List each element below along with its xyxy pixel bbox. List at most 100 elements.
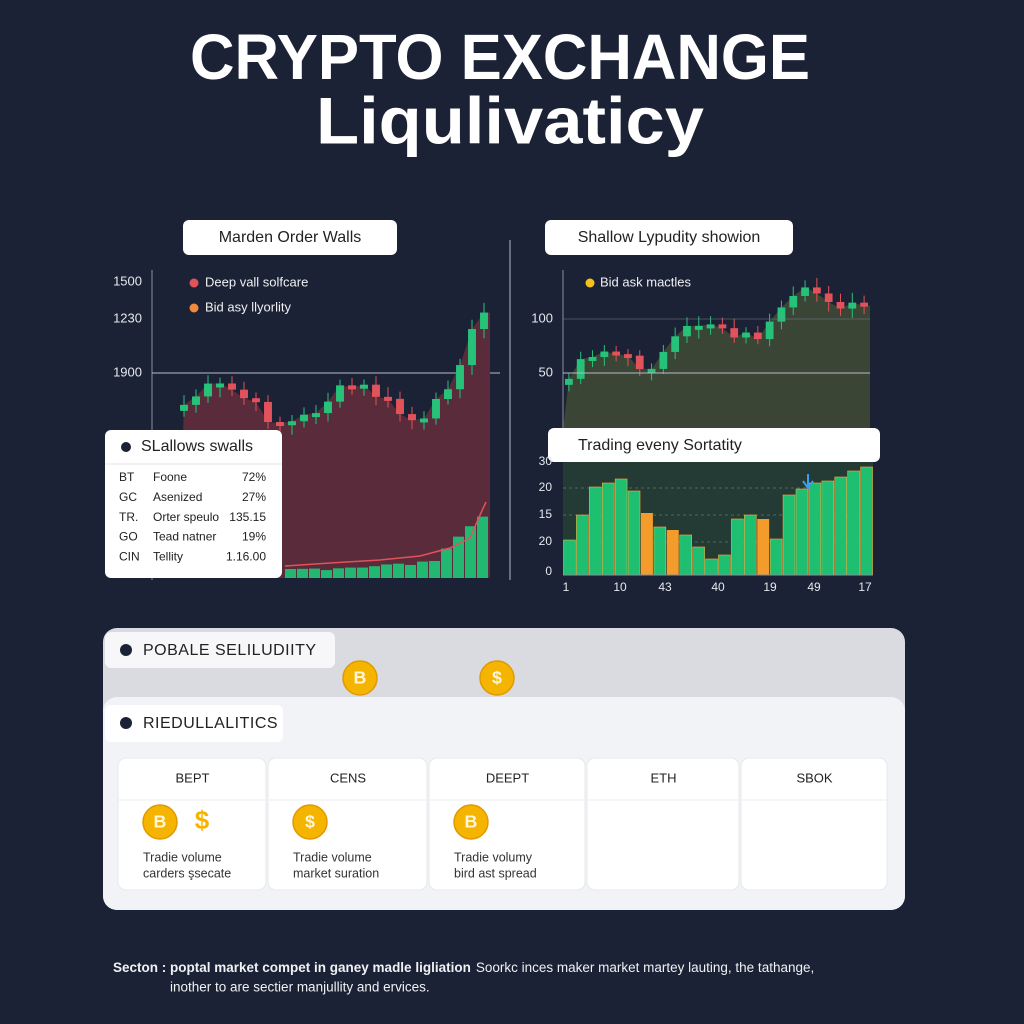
card bbox=[117, 757, 267, 891]
y-axis-label: 20 bbox=[539, 534, 553, 548]
card-icon bbox=[120, 644, 132, 656]
candle-body bbox=[671, 336, 680, 352]
volume-bar bbox=[357, 567, 368, 578]
volume-bar bbox=[477, 516, 488, 578]
volume-bar bbox=[345, 567, 356, 578]
volume-bar bbox=[718, 554, 731, 576]
section-pill bbox=[105, 705, 283, 742]
volume-bar bbox=[601, 482, 615, 576]
coin-symbol: B bbox=[154, 812, 167, 832]
card bbox=[740, 757, 888, 891]
subsection-title: RIEDULLALITICS bbox=[143, 715, 278, 732]
candle-body bbox=[588, 357, 597, 362]
card bbox=[428, 757, 586, 891]
coin bbox=[479, 660, 515, 696]
table-cell: Tellity bbox=[153, 549, 183, 563]
volume-bar bbox=[309, 568, 320, 578]
table-cell: GC bbox=[119, 490, 137, 504]
card-header: BEPT bbox=[176, 770, 210, 785]
volume-bar bbox=[297, 568, 308, 578]
candle-body bbox=[612, 351, 621, 356]
legend-dot bbox=[585, 278, 595, 288]
candle-body bbox=[624, 354, 632, 359]
volume-bar bbox=[692, 546, 705, 576]
volume-bar bbox=[614, 478, 628, 576]
candle-body bbox=[789, 295, 798, 308]
card-text: Tradie volume bbox=[143, 850, 222, 864]
table-cell: TR. bbox=[119, 510, 138, 524]
x-axis-label: 10 bbox=[613, 580, 627, 594]
coin-symbol: $ bbox=[195, 805, 210, 835]
candle-body bbox=[312, 413, 320, 418]
table-cell: 72% bbox=[242, 470, 266, 484]
x-axis-label: 17 bbox=[858, 580, 872, 594]
candle-body bbox=[408, 414, 416, 421]
volume-bar bbox=[821, 480, 835, 576]
volume-bar bbox=[285, 569, 296, 578]
y-axis-label: 0 bbox=[545, 564, 552, 578]
volume-bar bbox=[393, 563, 404, 578]
candle-body bbox=[480, 312, 488, 330]
table-cell: 27% bbox=[242, 490, 266, 504]
card-header: CENS bbox=[330, 770, 366, 785]
candle-body bbox=[600, 351, 609, 358]
candle-body bbox=[444, 389, 452, 400]
candle-body bbox=[848, 302, 857, 309]
volume-bar bbox=[731, 518, 744, 576]
card-header: ETH bbox=[651, 770, 677, 785]
table-title: SLallows swalls bbox=[141, 438, 253, 455]
candle-body bbox=[276, 422, 284, 427]
volume-bar bbox=[576, 514, 589, 576]
legend-label: Bid ask mactles bbox=[600, 274, 692, 289]
coin-symbol: $ bbox=[305, 812, 315, 832]
card-icon bbox=[121, 442, 131, 452]
candle-body bbox=[765, 321, 774, 340]
card-icon bbox=[120, 717, 132, 729]
coin-symbol: B bbox=[465, 812, 478, 832]
table-cell: Foone bbox=[153, 470, 187, 484]
volume-bar bbox=[757, 519, 770, 575]
candle-body bbox=[420, 418, 428, 423]
candle-body bbox=[372, 384, 380, 397]
x-axis-label: 49 bbox=[807, 580, 821, 594]
candle-body bbox=[718, 324, 727, 329]
card-text: bird ast spread bbox=[454, 866, 537, 880]
card-header: SBOK bbox=[796, 770, 832, 785]
legend-label: Deep vall solfcare bbox=[205, 274, 308, 289]
candle-body bbox=[836, 301, 845, 309]
volume-bar bbox=[782, 494, 796, 576]
panel-label-box bbox=[548, 428, 880, 462]
candle-body bbox=[288, 421, 296, 426]
legend-label: Bid asy llyorlity bbox=[205, 299, 291, 314]
volume-bar bbox=[705, 558, 718, 576]
candle-body bbox=[812, 287, 821, 294]
panel-label-box bbox=[545, 220, 793, 255]
y-axis-label: 20 bbox=[539, 480, 553, 494]
x-axis-label: 40 bbox=[711, 580, 725, 594]
panel-label: Shallow Lypudity showion bbox=[578, 229, 761, 246]
candle-body bbox=[576, 359, 585, 379]
depth-line bbox=[284, 501, 487, 567]
volume-bar bbox=[405, 564, 416, 578]
volume-bar bbox=[563, 539, 576, 576]
candle-body bbox=[384, 396, 392, 401]
volume-bar bbox=[653, 526, 667, 576]
volume-bar bbox=[860, 466, 873, 576]
card bbox=[586, 757, 740, 891]
legend-dot bbox=[189, 278, 199, 288]
footer-regular: Soorkc inces maker market martey lauting… bbox=[476, 960, 814, 975]
panel-label: Marden Order Walls bbox=[219, 229, 362, 246]
candle-body bbox=[228, 383, 236, 390]
card-text: market suration bbox=[293, 866, 379, 880]
legend-dot bbox=[189, 303, 199, 313]
volume-bar bbox=[666, 530, 679, 575]
volume-bar bbox=[465, 526, 476, 578]
coin bbox=[453, 804, 489, 840]
volume-bar bbox=[381, 564, 392, 578]
candle-body bbox=[860, 302, 868, 307]
volume-bar bbox=[847, 470, 860, 576]
candle-body bbox=[647, 368, 656, 373]
card-header: DEEPT bbox=[486, 770, 529, 785]
y-axis-label: 15 bbox=[539, 507, 553, 521]
